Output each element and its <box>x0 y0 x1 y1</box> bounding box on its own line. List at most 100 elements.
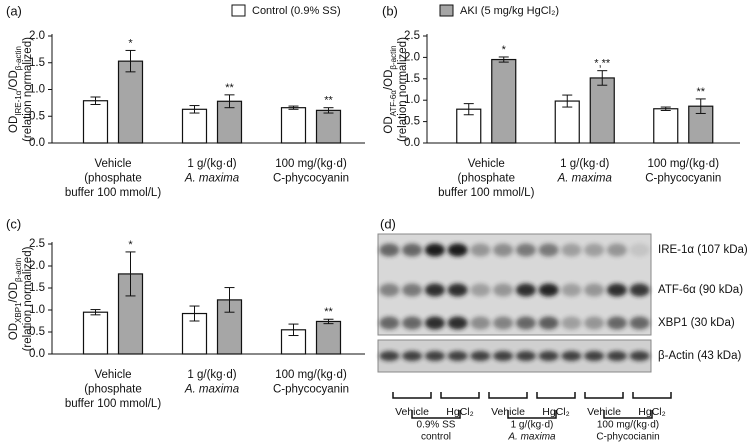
x-tick-label: buffer 100 mmol/L) <box>438 187 534 199</box>
error-bar <box>90 96 101 105</box>
y-axis-label: (relation normalized) <box>397 37 409 142</box>
blot-band <box>470 351 491 361</box>
blot-band <box>379 351 400 361</box>
panel-label: (c) <box>6 216 21 231</box>
y-tick-label: 2.5 <box>404 30 420 42</box>
band-label: IRE-1α (107 kDa) <box>658 244 748 256</box>
significance-label: ** <box>324 306 333 318</box>
bar <box>589 77 615 144</box>
blot-band <box>538 243 559 257</box>
y-tick-label: 1.5 <box>404 73 420 85</box>
y-axis-label-part: /OD <box>383 70 395 90</box>
blot-band <box>606 316 627 330</box>
y-axis-label-part: β-actin <box>14 46 23 70</box>
x-tick-label: (phosphate <box>84 173 142 185</box>
blot-band <box>493 243 514 257</box>
blot-band <box>402 316 423 330</box>
blot-membrane <box>377 233 652 336</box>
blot-band <box>402 351 423 361</box>
y-tick-label: 0.5 <box>404 116 420 128</box>
blot-band <box>424 351 445 361</box>
y-tick-label: 1.5 <box>29 57 45 69</box>
blot-band <box>447 283 468 297</box>
x-tick-label: A. maxima <box>184 173 239 185</box>
y-axis-label-part: OD <box>8 323 20 340</box>
x-tick-label: A. maxima <box>557 173 612 185</box>
band-label: XBP1 (30 kDa) <box>658 317 735 329</box>
x-tick-label: buffer 100 mmol/L) <box>65 187 161 199</box>
bar <box>315 109 342 144</box>
y-tick-label: 0.5 <box>29 326 45 338</box>
lane-bracket <box>536 392 576 399</box>
y-axis-label-part: β-actin <box>14 258 23 282</box>
y-tick-label: 1.0 <box>29 84 45 96</box>
error-bar <box>597 70 608 86</box>
blot-band <box>515 283 536 297</box>
blot-band <box>629 243 650 257</box>
bar <box>82 311 109 355</box>
lane-bracket <box>488 392 528 399</box>
blot-band <box>606 243 627 257</box>
lane-bracket <box>440 392 480 399</box>
error-bar <box>125 251 136 297</box>
legend-label: AKI (5 mg/kg HgCl₂) <box>460 5 559 17</box>
x-tick-label: C-phycocyanin <box>273 384 349 396</box>
x-tick-label: 1 g/(kg·d) <box>187 369 236 381</box>
x-tick-label: (phosphate <box>84 384 142 396</box>
x-tick-label: 1 g/(kg·d) <box>187 158 236 170</box>
y-tick-label: 1.0 <box>404 94 420 106</box>
y-tick-label: 1.5 <box>29 282 45 294</box>
bar <box>280 107 307 144</box>
blot-band <box>561 351 582 361</box>
y-axis-label-part: OD <box>8 116 20 133</box>
blot-band <box>584 243 605 257</box>
y-axis-label-part: β-actin <box>389 45 398 69</box>
band-label: ATF-6α (90 kDa) <box>658 284 743 296</box>
band-label: β-Actin (43 kDa) <box>658 350 741 362</box>
group-label: 1 g/(kg·d) <box>511 420 554 431</box>
error-bar <box>323 107 334 114</box>
blot-band <box>402 283 423 297</box>
error-bar <box>125 49 136 73</box>
y-tick-label: 0.0 <box>29 137 45 149</box>
lane-bracket <box>392 392 432 399</box>
y-tick-label: 2.0 <box>29 260 45 272</box>
legend-label: Control (0.9% SS) <box>252 5 341 17</box>
significance-label: ** <box>696 86 705 98</box>
y-tick-label: 2.0 <box>29 30 45 42</box>
y-axis-label-part: ATF-6α <box>389 90 398 117</box>
y-axis-label-part: OD <box>383 116 395 133</box>
x-tick-label: A. maxima <box>184 384 239 396</box>
panel-label: (b) <box>382 3 398 18</box>
significance-label: * <box>502 44 507 56</box>
error-bar <box>288 323 299 337</box>
blot-band <box>584 283 605 297</box>
blot-band <box>424 283 445 297</box>
error-bar <box>695 98 706 114</box>
x-tick-label: C-phycocyanin <box>273 173 349 185</box>
error-bar <box>463 103 474 116</box>
group-label: control <box>421 432 451 442</box>
y-tick-label: 2.5 <box>29 238 45 250</box>
y-axis-label-part: XBP1 <box>14 302 23 323</box>
blot-band <box>606 351 627 361</box>
blot-band <box>493 316 514 330</box>
blot-band <box>606 283 627 297</box>
blot-band <box>538 283 559 297</box>
bar <box>82 100 109 144</box>
x-tick-label: 100 mg/(kg·d) <box>647 158 719 170</box>
y-tick-label: 2.0 <box>404 51 420 63</box>
group-label: 100 mg/(kg·d) <box>597 420 659 431</box>
x-tick-label: buffer 100 mmol/L) <box>65 398 161 410</box>
panel-label: (a) <box>6 3 22 18</box>
blot-band <box>447 316 468 330</box>
blot-band <box>470 243 491 257</box>
error-bar <box>288 105 299 110</box>
blot-band <box>629 316 650 330</box>
blot-band <box>629 351 650 361</box>
y-axis-label: ODIRE-1α/ODβ-actin <box>8 46 23 133</box>
blot-band <box>561 243 582 257</box>
legend-swatch <box>439 4 454 17</box>
blot-membrane <box>377 339 652 373</box>
x-tick-label: (phosphate <box>457 173 515 185</box>
